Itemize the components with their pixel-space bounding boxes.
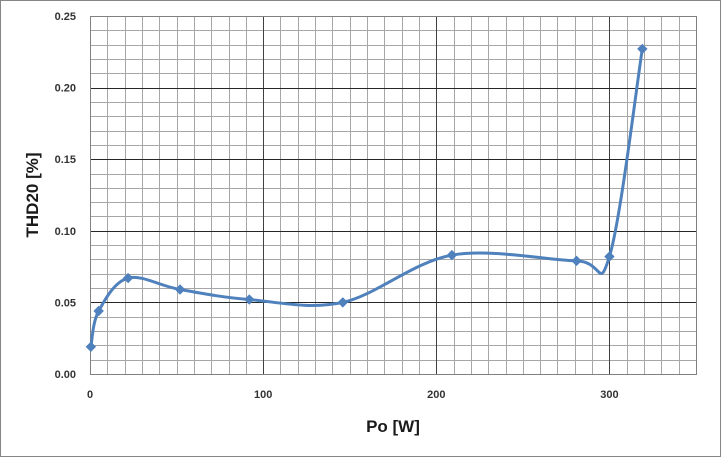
x-tick-label: 100 bbox=[254, 389, 272, 401]
x-tick-label: 300 bbox=[600, 389, 618, 401]
y-tick-label: 0.15 bbox=[55, 154, 76, 166]
major-gridlines bbox=[90, 16, 696, 374]
x-axis-title: Po [W] bbox=[366, 417, 420, 436]
data-point-marker bbox=[337, 297, 348, 308]
plot-area-border bbox=[90, 16, 697, 375]
data-point-marker bbox=[446, 249, 458, 261]
data-point-marker bbox=[637, 43, 648, 55]
data-point-marker bbox=[604, 251, 615, 262]
y-axis-tick-labels: 0.00 0.05 0.10 0.15 0.20 0.25 bbox=[55, 11, 76, 381]
y-tick-label: 0.20 bbox=[55, 83, 76, 95]
data-point-marker bbox=[244, 294, 255, 305]
x-axis-tick-labels: 0 100 200 300 bbox=[87, 389, 619, 401]
data-point-marker bbox=[85, 341, 97, 352]
data-point-marker bbox=[174, 284, 186, 295]
data-point-marker bbox=[93, 305, 104, 317]
y-tick-label: 0.25 bbox=[55, 11, 76, 23]
x-tick-label: 200 bbox=[427, 389, 445, 401]
x-tick-label: 0 bbox=[87, 389, 93, 401]
y-tick-label: 0.10 bbox=[55, 226, 76, 238]
y-tick-label: 0.00 bbox=[55, 369, 76, 381]
y-tick-label: 0.05 bbox=[55, 297, 76, 309]
series-layer bbox=[85, 43, 648, 352]
data-point-marker bbox=[122, 272, 134, 284]
minor-gridlines bbox=[90, 16, 696, 374]
data-point-marker bbox=[571, 255, 582, 267]
y-axis-title: THD20 [%] bbox=[23, 152, 42, 237]
